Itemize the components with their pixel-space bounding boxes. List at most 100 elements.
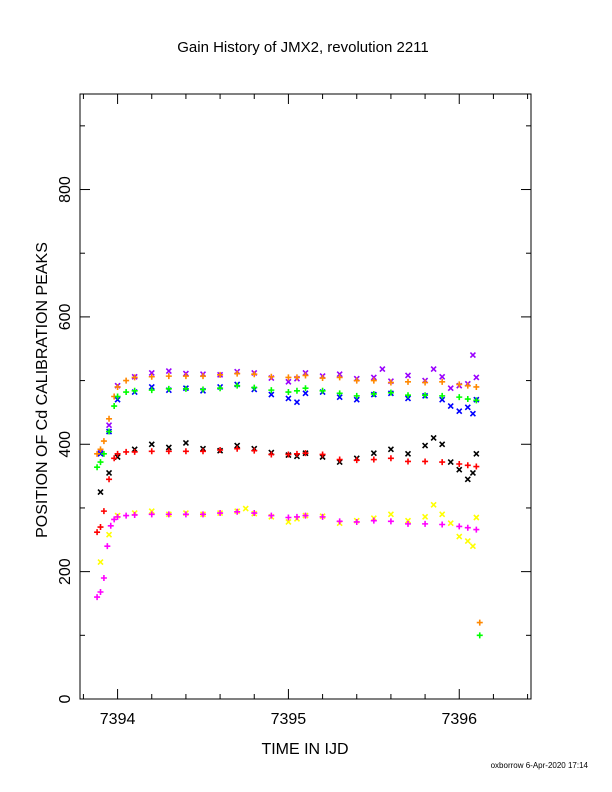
data-point bbox=[100, 508, 107, 515]
data-point bbox=[148, 373, 155, 380]
data-point bbox=[302, 390, 309, 397]
data-point bbox=[251, 510, 258, 517]
series-group bbox=[97, 352, 480, 455]
series-group bbox=[94, 382, 483, 639]
plot-frame bbox=[79, 93, 532, 700]
data-point bbox=[268, 512, 275, 519]
data-point bbox=[285, 378, 292, 385]
data-point bbox=[106, 476, 113, 483]
data-point bbox=[319, 513, 326, 520]
data-point bbox=[182, 439, 189, 447]
data-point bbox=[370, 517, 377, 524]
data-point bbox=[464, 462, 471, 469]
data-point bbox=[234, 508, 241, 515]
data-point bbox=[105, 422, 113, 429]
data-point bbox=[111, 403, 118, 410]
data-point bbox=[200, 511, 206, 518]
data-point bbox=[430, 434, 437, 441]
data-point bbox=[148, 387, 155, 394]
axis-ticks: 0 200 400 600 800 7394 7395 7396 bbox=[57, 94, 531, 728]
x-axis-label: TIME IN IJD bbox=[261, 741, 348, 758]
data-point bbox=[165, 444, 172, 451]
data-point bbox=[234, 442, 241, 449]
data-point bbox=[217, 510, 224, 517]
series-group bbox=[97, 434, 480, 496]
y-tick-label: 0 bbox=[57, 694, 74, 703]
data-point bbox=[447, 520, 454, 527]
x-tick-label: 7396 bbox=[441, 711, 477, 728]
data-point bbox=[319, 387, 326, 394]
data-point bbox=[148, 383, 155, 391]
data-point bbox=[182, 448, 189, 455]
data-point bbox=[379, 366, 386, 373]
data-point bbox=[182, 373, 189, 380]
data-point bbox=[217, 371, 224, 378]
data-point bbox=[165, 448, 172, 455]
chart-title: Gain History of JMX2, revolution 2211 bbox=[177, 39, 429, 56]
data-point bbox=[251, 447, 258, 454]
data-point bbox=[106, 428, 113, 435]
data-point bbox=[439, 373, 446, 380]
data-point bbox=[111, 516, 118, 523]
data-point bbox=[439, 441, 446, 448]
data-point bbox=[131, 448, 138, 455]
data-point bbox=[100, 575, 107, 581]
data-point bbox=[473, 374, 480, 381]
y-tick-label: 800 bbox=[57, 176, 74, 203]
data-point bbox=[97, 446, 104, 453]
data-point bbox=[469, 469, 476, 476]
data-point bbox=[422, 513, 429, 520]
data-point bbox=[165, 373, 172, 380]
data-point bbox=[105, 469, 113, 476]
data-point bbox=[97, 450, 104, 457]
data-point bbox=[234, 445, 241, 452]
data-point bbox=[319, 451, 326, 458]
data-point bbox=[430, 366, 437, 373]
data-point bbox=[456, 394, 463, 401]
data-point bbox=[94, 594, 101, 601]
data-point bbox=[405, 392, 411, 399]
data-point bbox=[473, 526, 480, 533]
data-point bbox=[114, 393, 121, 400]
data-point bbox=[97, 488, 104, 496]
data-point bbox=[422, 379, 429, 386]
data-point bbox=[464, 404, 471, 411]
data-point bbox=[456, 523, 463, 530]
data-point bbox=[336, 374, 343, 381]
data-point bbox=[131, 387, 138, 394]
data-point bbox=[464, 382, 471, 389]
data-point bbox=[405, 458, 411, 465]
data-point bbox=[293, 513, 300, 520]
data-point bbox=[473, 463, 480, 470]
data-marks bbox=[94, 352, 483, 639]
data-point bbox=[422, 442, 429, 449]
data-point bbox=[464, 524, 471, 531]
data-point bbox=[476, 632, 483, 639]
data-point bbox=[336, 371, 343, 378]
data-point bbox=[336, 390, 343, 397]
data-point bbox=[285, 395, 292, 402]
data-point bbox=[114, 396, 121, 403]
data-point bbox=[319, 375, 326, 382]
data-point bbox=[387, 389, 394, 396]
data-point bbox=[234, 370, 241, 377]
data-point bbox=[97, 589, 104, 596]
data-point bbox=[285, 518, 292, 526]
data-point bbox=[353, 457, 360, 464]
data-point bbox=[469, 543, 476, 550]
data-point bbox=[353, 392, 360, 399]
data-point bbox=[200, 448, 206, 455]
data-point bbox=[439, 396, 446, 403]
data-point bbox=[165, 385, 172, 392]
data-point bbox=[447, 385, 454, 392]
data-point bbox=[107, 522, 114, 529]
y-axis-label: POSITION OF Cd CALIBRATION PEAKS bbox=[34, 242, 51, 538]
data-point bbox=[439, 521, 446, 528]
data-point bbox=[293, 450, 300, 457]
data-point bbox=[97, 459, 104, 466]
data-point bbox=[404, 517, 412, 524]
data-point bbox=[456, 461, 463, 468]
data-point bbox=[148, 441, 155, 448]
data-point bbox=[405, 520, 411, 527]
data-point bbox=[165, 367, 172, 375]
